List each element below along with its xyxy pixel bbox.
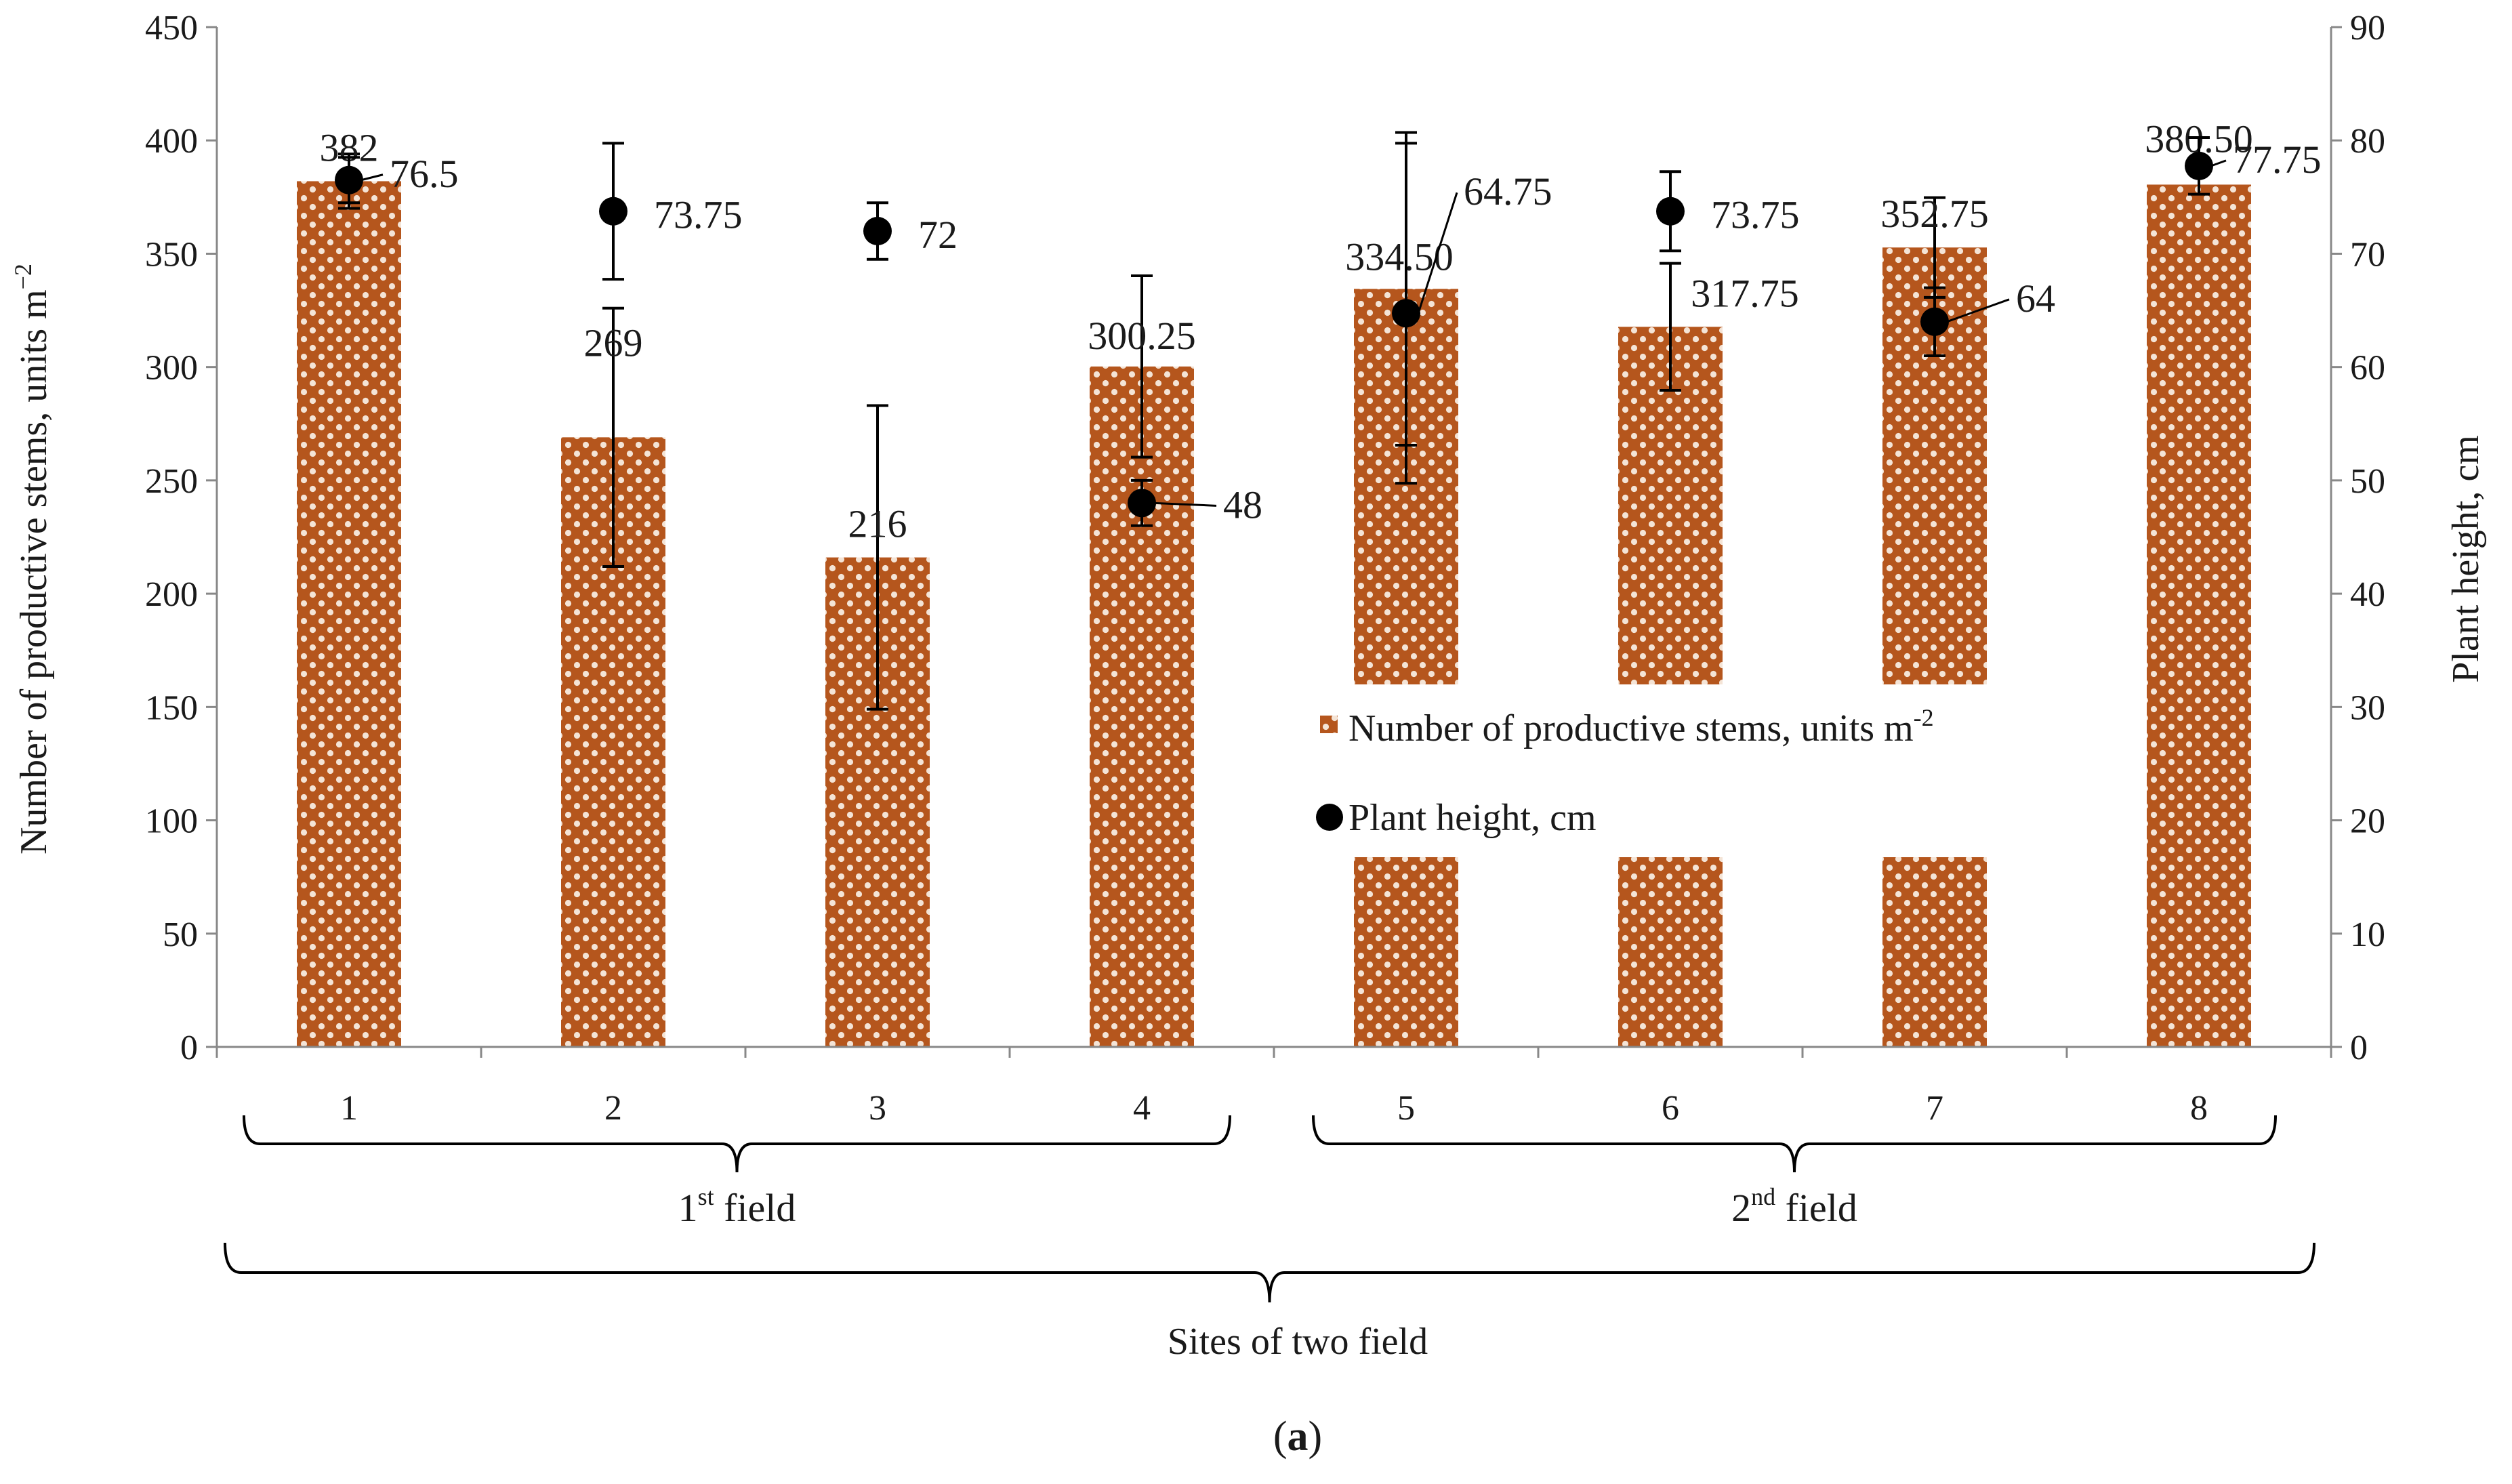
- x-axis-title: Sites of two field: [1168, 1321, 1428, 1363]
- bar-site-8: [2147, 184, 2251, 1047]
- bar-site-1: [297, 181, 401, 1047]
- legend-bar-swatch: [1320, 716, 1338, 733]
- bars-layer: [297, 181, 2251, 1048]
- bar-value-label-3: 216: [848, 502, 907, 546]
- height-point-4: [1128, 489, 1156, 518]
- x-tick-label-1: 1: [340, 1089, 358, 1128]
- x-tick-label-5: 5: [1397, 1089, 1415, 1128]
- height-label-leader: [1417, 192, 1458, 314]
- height-value-label-6: 73.75: [1711, 193, 1800, 237]
- y-right-tick-label: 40: [2350, 575, 2385, 614]
- y-right-tick-label: 90: [2350, 9, 2385, 47]
- height-label-leader: [361, 173, 384, 182]
- y-left-tick-label: 350: [145, 235, 198, 274]
- y-left-axis-title: Number of productive stems, units m−2: [9, 264, 55, 854]
- legend-background: [1274, 684, 2013, 857]
- y-right-axis-title: Plant height, cm: [2445, 435, 2487, 683]
- points-layer: 382269216300.25334.50317.75352.75380.507…: [320, 117, 2322, 545]
- y-left-tick-label: 150: [145, 688, 198, 727]
- height-point-1: [335, 165, 363, 194]
- height-value-label-4: 48: [1223, 482, 1262, 527]
- legend-point-label: Plant height, cm: [1348, 797, 1597, 839]
- height-value-label-2: 73.75: [654, 193, 743, 237]
- group-label-sup: nd: [1751, 1183, 1775, 1210]
- bar-site-4: [1090, 366, 1194, 1047]
- height-point-2: [599, 197, 627, 226]
- legend-point-marker: [1316, 804, 1343, 831]
- figure-caption: (a): [1273, 1414, 1322, 1460]
- y-left-tick-label: 450: [145, 9, 198, 47]
- bar-value-label-4: 300.25: [1088, 314, 1196, 358]
- y-right-tick-label: 20: [2350, 802, 2385, 841]
- height-value-label-5: 64.75: [1464, 169, 1552, 213]
- height-value-label-1: 76.5: [390, 152, 459, 196]
- group-bracket-2: [1312, 1115, 2277, 1173]
- group-label-2: 2nd field: [1731, 1183, 1857, 1230]
- bar-value-label-6: 317.75: [1691, 271, 1799, 315]
- legend-bar-label: Number of productive stems, units m-2: [1348, 704, 1934, 749]
- y-left-tick-label: 50: [163, 915, 198, 954]
- height-label-leader: [2210, 159, 2227, 167]
- height-point-5: [1392, 299, 1420, 328]
- bar-site-7: [1882, 247, 1987, 1048]
- y-left-tick-label: 250: [145, 462, 198, 501]
- figure-caption-letter: a: [1288, 1414, 1309, 1460]
- y-left-tick-label: 400: [145, 122, 198, 161]
- height-value-label-3: 72: [918, 213, 958, 257]
- height-label-leader: [1153, 501, 1217, 507]
- x-tick-label-2: 2: [604, 1089, 622, 1128]
- y-right-tick-label: 60: [2350, 349, 2385, 388]
- height-value-label-8: 77.75: [2233, 138, 2322, 182]
- y-left-tick-label: 200: [145, 575, 198, 614]
- group-bracket-1: [243, 1115, 1231, 1173]
- height-point-3: [863, 217, 892, 245]
- legend: Number of productive stems, units m-2 Pl…: [1274, 684, 2013, 857]
- group-label-1: 1st field: [678, 1183, 796, 1230]
- x-tick-label-4: 4: [1133, 1089, 1151, 1128]
- height-value-label-7: 64: [2016, 276, 2055, 321]
- bar-value-label-2: 269: [584, 321, 643, 365]
- y-right-tick-label: 70: [2350, 235, 2385, 274]
- y-left-axis-title-sup: −2: [9, 264, 37, 289]
- x-tick-label-6: 6: [1662, 1089, 1679, 1128]
- y-left-tick-label: 0: [180, 1029, 198, 1067]
- height-point-6: [1656, 197, 1685, 226]
- y-right-tick-label: 80: [2350, 122, 2385, 161]
- x-tick-label-3: 3: [869, 1089, 886, 1128]
- x-tick-label-7: 7: [1926, 1089, 1943, 1128]
- height-label-leader: [1946, 298, 2010, 323]
- bar-value-label-7: 352.75: [1880, 192, 1989, 236]
- group-brackets: 1st field 2nd field: [224, 1115, 2315, 1303]
- y-left-tick-label: 300: [145, 349, 198, 388]
- y-right-tick-label: 50: [2350, 462, 2385, 501]
- y-right-tick-label: 10: [2350, 915, 2385, 954]
- height-point-8: [2185, 151, 2213, 180]
- legend-bar-label-sup: -2: [1914, 704, 1934, 731]
- height-point-7: [1920, 307, 1949, 336]
- y-right-tick-label: 30: [2350, 688, 2385, 727]
- x-tick-label-8: 8: [2190, 1089, 2208, 1128]
- group-label-sup: st: [698, 1183, 714, 1210]
- y-left-tick-label: 100: [145, 802, 198, 841]
- axes: 0 50 100 150 200 250 300 350 400 450 0 10 20 30 40 50 60…: [145, 9, 2385, 1128]
- y-right-tick-label: 0: [2350, 1029, 2368, 1067]
- all-sites-bracket: [224, 1242, 2315, 1303]
